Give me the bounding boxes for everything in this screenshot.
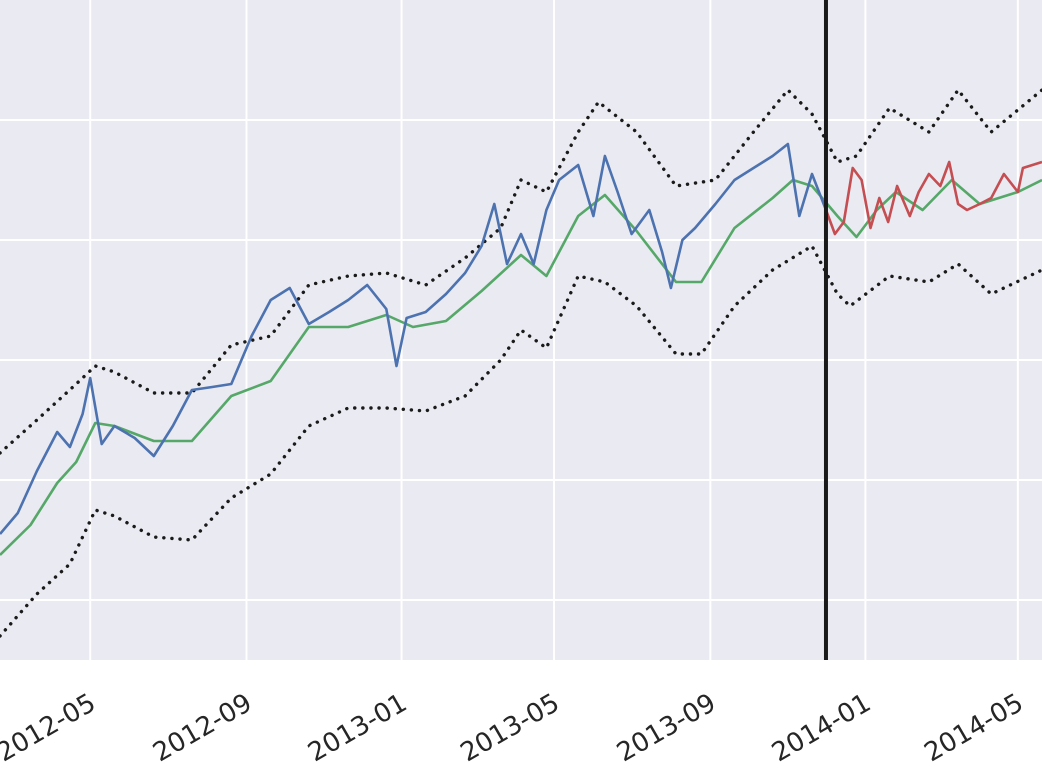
plot-background (0, 0, 1042, 660)
x-tick-label: 2012-09 (148, 688, 257, 768)
x-tick-label: 2013-09 (612, 688, 721, 768)
series-line-forecast (824, 160, 1042, 236)
series-line-trend (0, 178, 1042, 556)
x-tick-labels: 2012-05 2012-09 2013-01 2013-05 2013-09 … (0, 688, 1029, 768)
x-tick-label: 2013-01 (303, 688, 412, 768)
x-tick-label: 2014-01 (767, 688, 876, 768)
x-tick-label: 2014-05 (919, 688, 1028, 768)
series-layer (0, 88, 1042, 638)
series-line-observed (0, 142, 828, 535)
y-gridlines (0, 119, 1042, 601)
x-tick-label: 2013-05 (456, 688, 565, 768)
x-tick-label: 2012-05 (0, 688, 101, 768)
